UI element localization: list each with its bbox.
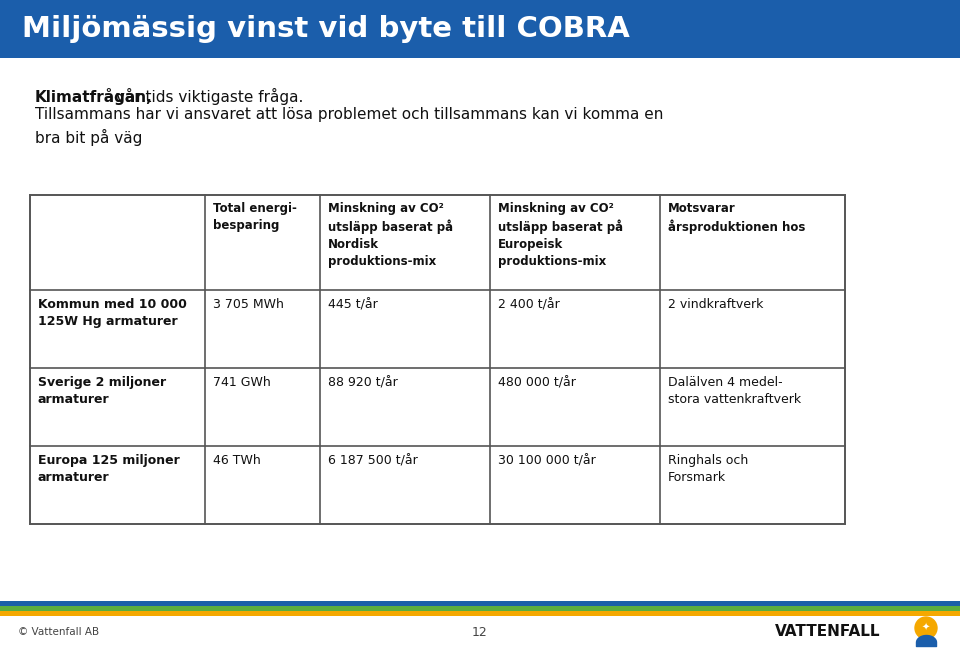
Text: vår tids viktigaste fråga.: vår tids viktigaste fråga. [111,88,303,105]
Text: Ringhals och
Forsmark: Ringhals och Forsmark [668,454,748,484]
Text: VATTENFALL: VATTENFALL [775,624,880,639]
Text: © Vattenfall AB: © Vattenfall AB [18,627,99,637]
Text: Miljömässig vinst vid byte till COBRA: Miljömässig vinst vid byte till COBRA [22,15,630,43]
Text: Kommun med 10 000
125W Hg armaturer: Kommun med 10 000 125W Hg armaturer [38,298,187,328]
Bar [30,195,845,524]
Bar [0,611,960,616]
Text: ✦: ✦ [922,623,930,633]
Text: 3 705 MWh: 3 705 MWh [213,298,284,311]
Text: 480 000 t/år: 480 000 t/år [498,376,576,389]
Bar [0,601,960,606]
Bar [0,0,960,58]
Text: Minskning av CO²
utsläpp baserat på
Europeisk
produktions-mix: Minskning av CO² utsläpp baserat på Euro… [498,202,623,267]
Text: 2 vindkraftverk: 2 vindkraftverk [668,298,763,311]
Bar [0,606,960,611]
Text: 2 400 t/år: 2 400 t/år [498,298,560,311]
Text: 30 100 000 t/år: 30 100 000 t/år [498,454,596,467]
Text: Klimatfrågan,: Klimatfrågan, [35,88,153,105]
Text: 445 t/år: 445 t/år [328,298,377,311]
Text: Sverige 2 miljoner
armaturer: Sverige 2 miljoner armaturer [38,376,166,406]
Text: Europa 125 miljoner
armaturer: Europa 125 miljoner armaturer [38,454,180,484]
Text: 46 TWh: 46 TWh [213,454,261,467]
Text: Motsvarar
årsproduktionen hos: Motsvarar årsproduktionen hos [668,202,805,234]
Text: Dalälven 4 medel-
stora vattenkraftverk: Dalälven 4 medel- stora vattenkraftverk [668,376,802,406]
Text: 88 920 t/år: 88 920 t/år [328,376,397,389]
Text: 12: 12 [472,626,488,639]
Text: 741 GWh: 741 GWh [213,376,271,389]
Text: Tillsammans har vi ansvaret att lösa problemet och tillsammans kan vi komma en
b: Tillsammans har vi ansvaret att lösa pro… [35,107,663,146]
Circle shape [915,617,937,639]
Text: Total energi-
besparing: Total energi- besparing [213,202,297,232]
Text: 6 187 500 t/år: 6 187 500 t/år [328,454,418,467]
Text: Minskning av CO²
utsläpp baserat på
Nordisk
produktions-mix: Minskning av CO² utsläpp baserat på Nord… [328,202,453,267]
